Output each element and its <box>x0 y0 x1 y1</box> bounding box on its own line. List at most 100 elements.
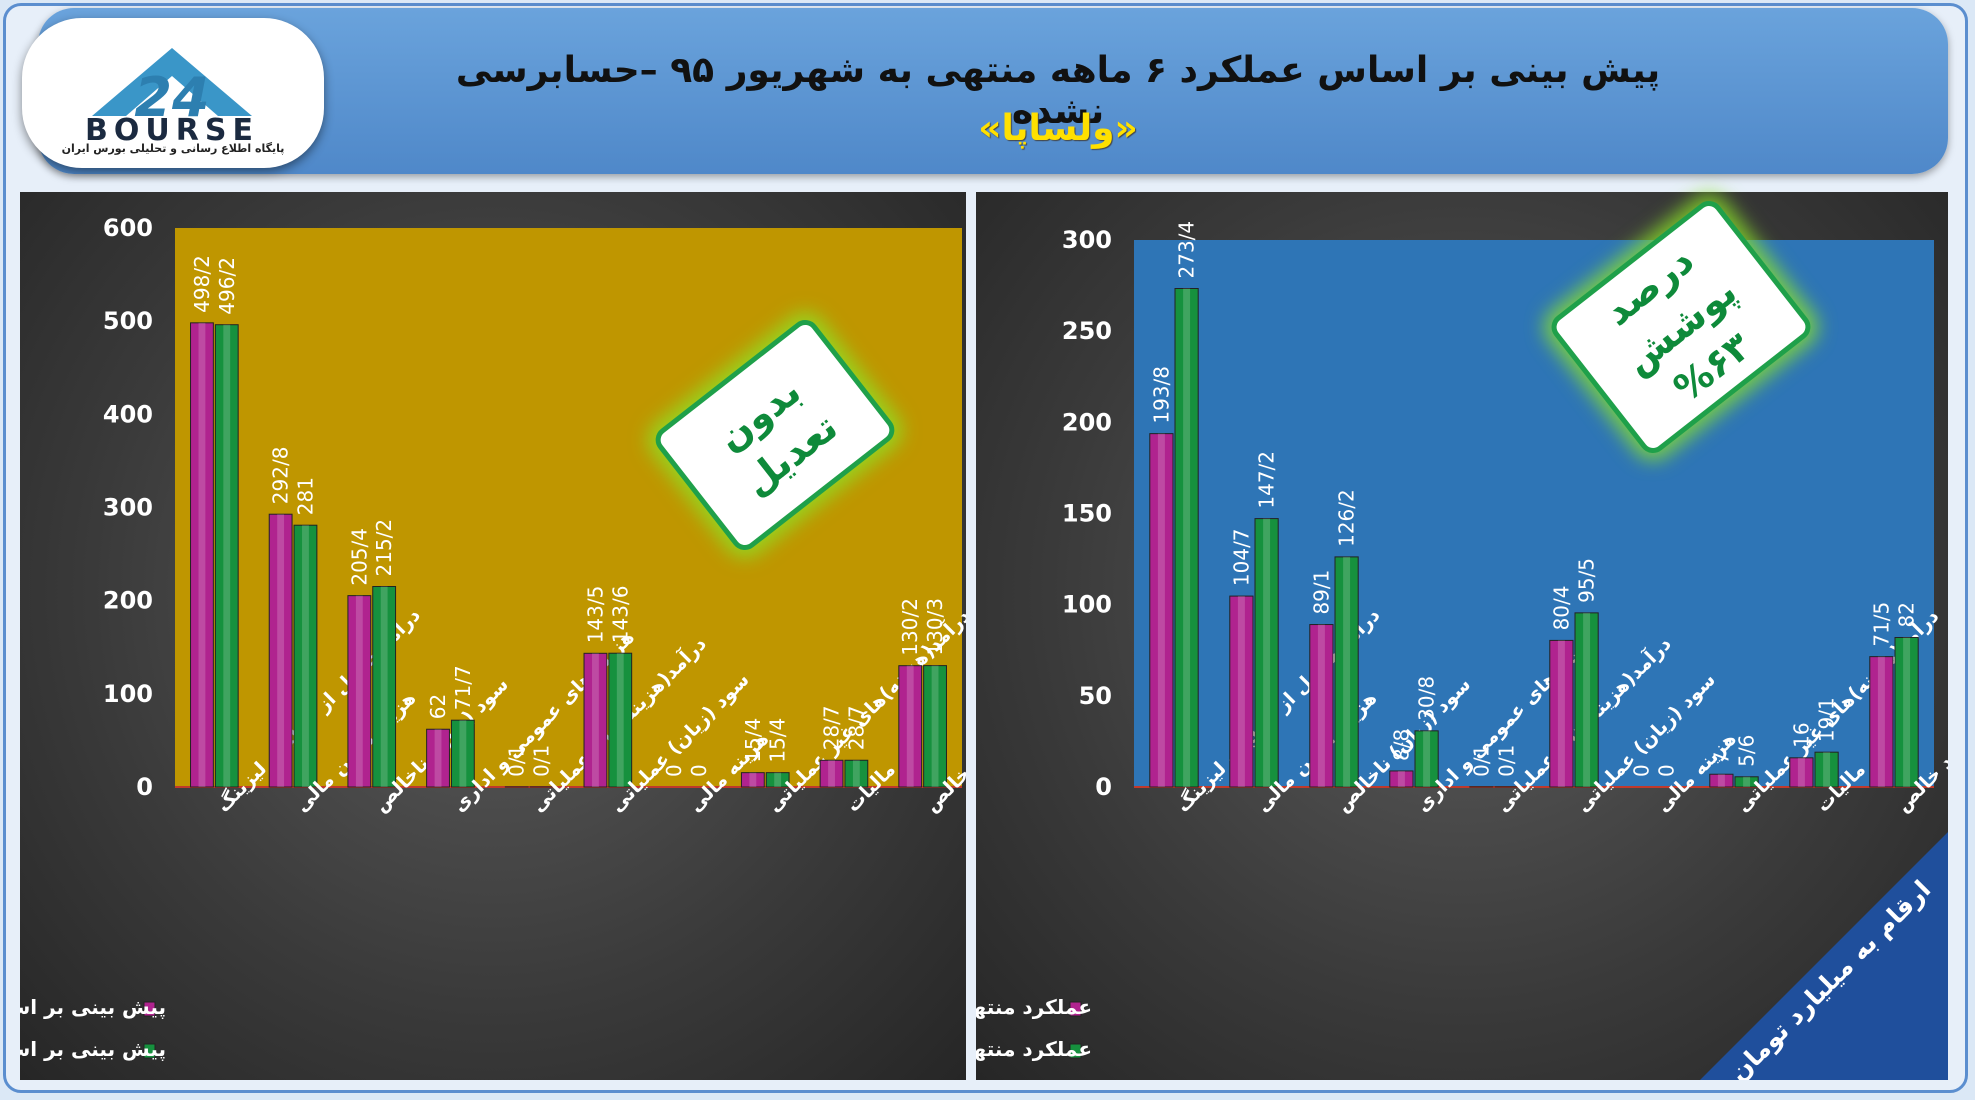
logo-word: BOURSE <box>85 113 259 148</box>
bar-highlight <box>906 665 914 787</box>
bar <box>1709 773 1734 788</box>
bar <box>1254 518 1279 788</box>
bar-highlight <box>1157 433 1165 787</box>
bar <box>1574 612 1599 788</box>
y-tick-label: 400 <box>103 400 153 428</box>
y-tick-label: 50 <box>1079 682 1112 710</box>
data-label: 28/7 <box>820 705 844 750</box>
data-label: 0/1 <box>1495 745 1519 777</box>
bar-highlight <box>1583 612 1591 787</box>
bar-highlight <box>380 586 388 787</box>
header-banner: پیش بینی بر اساس عملکرد ۶ ماهه منتهی به … <box>38 8 1948 174</box>
bar-highlight <box>616 653 624 787</box>
data-label: 30/8 <box>1415 676 1439 721</box>
legend-entry: عملکرد منتهی به ۹۵/۰۶/۳۱ <box>976 1037 1092 1061</box>
bar-highlight <box>459 720 467 787</box>
bar-highlight <box>1397 770 1405 787</box>
bar-highlight <box>434 729 442 787</box>
data-label: 95/5 <box>1575 558 1599 603</box>
legend-swatch <box>143 1001 156 1017</box>
bar <box>450 719 475 788</box>
data-label: 80/4 <box>1549 585 1573 630</box>
bar <box>1174 288 1199 788</box>
data-label: 143/5 <box>583 586 607 644</box>
bar <box>608 652 633 788</box>
data-label: 16 <box>1789 722 1813 747</box>
data-label: 0/1 <box>530 745 554 777</box>
data-label: 0 <box>1629 764 1653 777</box>
data-label: 7 <box>1709 752 1733 765</box>
bar <box>819 759 844 788</box>
data-label: 281 <box>293 477 317 515</box>
bar <box>1869 656 1894 788</box>
data-label: 82 <box>1895 602 1919 627</box>
bar <box>1814 751 1839 788</box>
y-tick-label: 0 <box>136 773 153 801</box>
bar <box>1229 595 1254 788</box>
data-label: 15/4 <box>741 718 765 763</box>
bar <box>372 586 397 788</box>
bar-highlight <box>828 760 835 787</box>
y-tick-label: 100 <box>103 680 153 708</box>
bar <box>1789 757 1814 788</box>
bar <box>765 772 790 788</box>
bar-highlight <box>223 324 231 787</box>
bourse24-logo: 24 BOURSE پایگاه اطلاع رسانی و تحلیلی بو… <box>22 18 324 168</box>
data-label: 0/1 <box>505 745 529 777</box>
data-label: 292/8 <box>269 447 293 505</box>
y-tick-label: 200 <box>103 587 153 615</box>
data-label: 62 <box>426 694 450 719</box>
data-label: 89/1 <box>1309 570 1333 615</box>
bar-highlight <box>302 525 309 787</box>
logo-tagline: پایگاه اطلاع رسانی و تحلیلی بورس ایران <box>61 142 285 155</box>
logo-number: 24 <box>134 66 209 129</box>
data-label: 193/8 <box>1149 366 1173 424</box>
bar <box>268 513 293 788</box>
legend-swatch <box>143 1043 156 1059</box>
bar <box>190 322 214 788</box>
legend-entry: پیش بینی بر اساس عملکرد ۶ ماهه <box>20 1037 166 1062</box>
bar <box>1389 770 1414 788</box>
bar-highlight <box>1903 637 1911 787</box>
data-label: 273/4 <box>1175 221 1199 279</box>
data-label: 143/6 <box>608 586 632 644</box>
y-tick-label: 500 <box>103 307 153 335</box>
bar-highlight <box>1557 640 1565 787</box>
bar <box>426 728 450 788</box>
bar <box>1309 624 1334 788</box>
y-tick-label: 150 <box>1062 500 1112 528</box>
bar <box>898 665 923 788</box>
bar-highlight <box>1317 624 1325 787</box>
y-tick-label: 100 <box>1062 591 1112 619</box>
bar-highlight <box>277 514 285 787</box>
bar <box>1334 556 1359 788</box>
y-tick-label: 250 <box>1062 317 1112 345</box>
bar <box>1734 776 1759 788</box>
data-label: 28/7 <box>844 705 868 750</box>
bar-highlight <box>592 653 599 787</box>
bar <box>583 652 608 788</box>
legend-entry: پیش بینی بر اساس عملکرد ۳ ماهه <box>20 995 166 1020</box>
data-label: 0 <box>1655 764 1679 777</box>
bar-highlight <box>852 760 860 787</box>
bar <box>1894 636 1919 788</box>
legend-entry: عملکرد منتهی به ۹۴/۰۶/۳۱ <box>976 995 1092 1019</box>
bar-highlight <box>1797 757 1805 787</box>
data-label: 71/5 <box>1869 602 1893 647</box>
bar-highlight <box>749 772 757 787</box>
logo-graphic: 24 BOURSE <box>85 48 259 148</box>
data-label: 147/2 <box>1255 451 1279 509</box>
bar <box>740 772 765 788</box>
page-subtitle: «ولساپا» <box>978 108 1138 149</box>
bar <box>1149 433 1174 788</box>
bar-highlight <box>1743 776 1751 787</box>
y-tick-label: 600 <box>103 214 153 242</box>
legend-swatch <box>1069 1043 1082 1059</box>
data-label: 19/1 <box>1815 697 1839 742</box>
bar <box>1414 730 1439 788</box>
data-label: 71/7 <box>451 665 475 710</box>
bar <box>214 324 239 788</box>
left-chart-panel: 0 100 200 300 400 500 600 498/2 496/2 درامد حاصل … <box>0 192 1008 1080</box>
bar-highlight <box>1717 774 1725 787</box>
